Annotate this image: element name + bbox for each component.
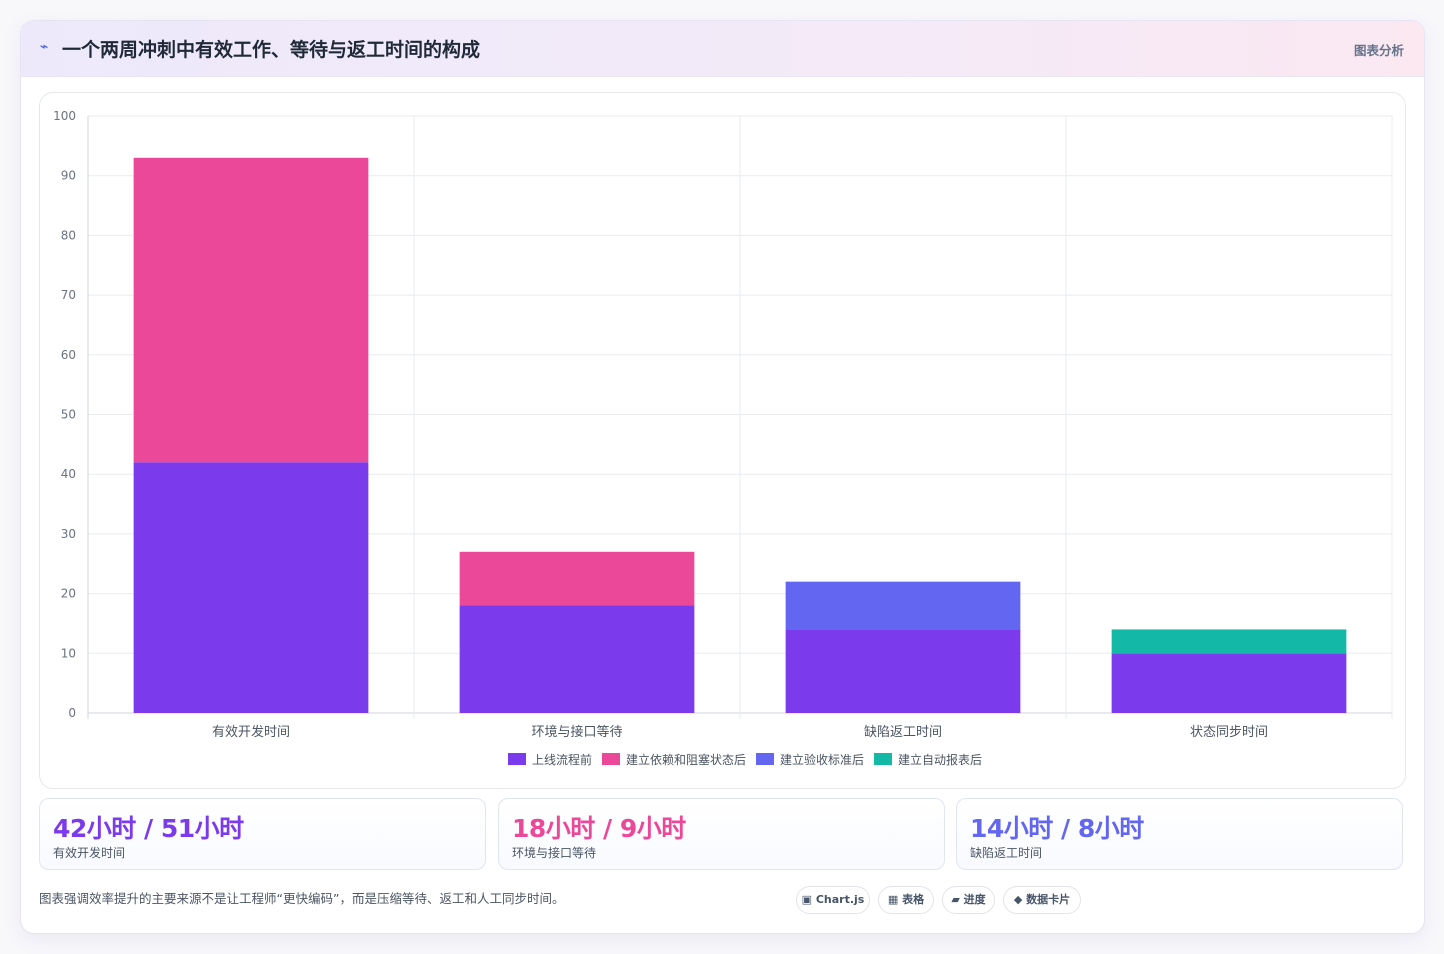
stat-label: 有效开发时间	[53, 846, 126, 860]
lightning-icon: ⌁	[40, 39, 49, 55]
x-category-label: 缺陷返工时间	[864, 725, 942, 740]
chart-container: 0 10 20 30 40 50 60 70 80 90 100 有效开发时间 环境与接口等待 缺陷返工时…	[39, 92, 1406, 789]
bar-segment	[1111, 653, 1347, 713]
stat-label: 环境与接口等待	[512, 846, 597, 860]
y-tick-label: 10	[61, 646, 76, 660]
legend-swatch	[602, 753, 620, 765]
card-header: ⌁ 一个两周冲刺中有效工作、等待与返工时间的构成 图表分析	[21, 21, 1424, 77]
bar-segment	[133, 157, 369, 463]
bar-segment	[133, 462, 369, 713]
legend-label: 建立验收标准后	[780, 752, 864, 767]
y-tick-label: 90	[61, 169, 76, 183]
bar-segment	[459, 551, 695, 606]
stat-value: 18小时 / 9小时	[512, 814, 686, 843]
legend-label: 上线流程前	[532, 752, 592, 767]
stacked-bar-chart: 0 10 20 30 40 50 60 70 80 90 100 有效开发时间 环境与接口等待 缺陷返工时…	[53, 109, 1393, 767]
stat-card-defect-rework: 14小时 / 8小时 缺陷返工时间	[956, 798, 1403, 870]
bar-segment	[1111, 629, 1347, 654]
page-title: 一个两周冲刺中有效工作、等待与返工时间的构成	[62, 39, 481, 61]
stat-value: 42小时 / 51小时	[53, 814, 244, 843]
legend-swatch	[756, 753, 774, 765]
y-tick-label: 40	[61, 467, 76, 481]
y-tick-label: 80	[61, 228, 76, 242]
stat-label: 缺陷返工时间	[970, 846, 1043, 860]
legend-label: 建立依赖和阻塞状态后	[626, 752, 746, 767]
tag-chartjs[interactable]: ▣ Chart.js	[796, 886, 870, 914]
y-tick-label: 0	[68, 706, 76, 720]
y-tick-label: 60	[61, 348, 76, 362]
legend-swatch	[508, 753, 526, 765]
chart-card: ⌁ 一个两周冲刺中有效工作、等待与返工时间的构成 图表分析 0 10 20 30 40 5…	[20, 20, 1425, 934]
tag-table[interactable]: ▦ 表格	[878, 886, 934, 914]
stat-card-effective-dev: 42小时 / 51小时 有效开发时间	[39, 798, 486, 870]
tag-data-card[interactable]: ◆ 数据卡片	[1003, 886, 1081, 914]
x-category-label: 环境与接口等待	[531, 724, 622, 740]
bar-segment	[785, 629, 1021, 713]
y-tick-label: 100	[53, 109, 76, 123]
x-category-label: 有效开发时间	[212, 724, 290, 740]
legend-label: 建立自动报表后	[898, 752, 982, 767]
y-tick-label: 50	[61, 408, 76, 422]
chart-analysis-label: 图表分析	[1353, 43, 1404, 58]
x-category-label: 状态同步时间	[1190, 725, 1268, 740]
tag-progress[interactable]: ▰ 进度	[942, 886, 995, 914]
chart-footnote: 图表强调效率提升的主要来源不是让工程师“更快编码”，而是压缩等待、返工和人工同步…	[39, 891, 565, 906]
y-tick-label: 70	[61, 288, 76, 302]
legend-swatch	[874, 753, 892, 765]
bar-segment	[459, 605, 695, 713]
y-tick-label: 30	[61, 527, 76, 541]
bar-segment	[785, 581, 1021, 630]
y-tick-label: 20	[61, 587, 76, 601]
stat-value: 14小时 / 8小时	[970, 814, 1144, 843]
stat-card-env-wait: 18小时 / 9小时 环境与接口等待	[498, 798, 945, 870]
